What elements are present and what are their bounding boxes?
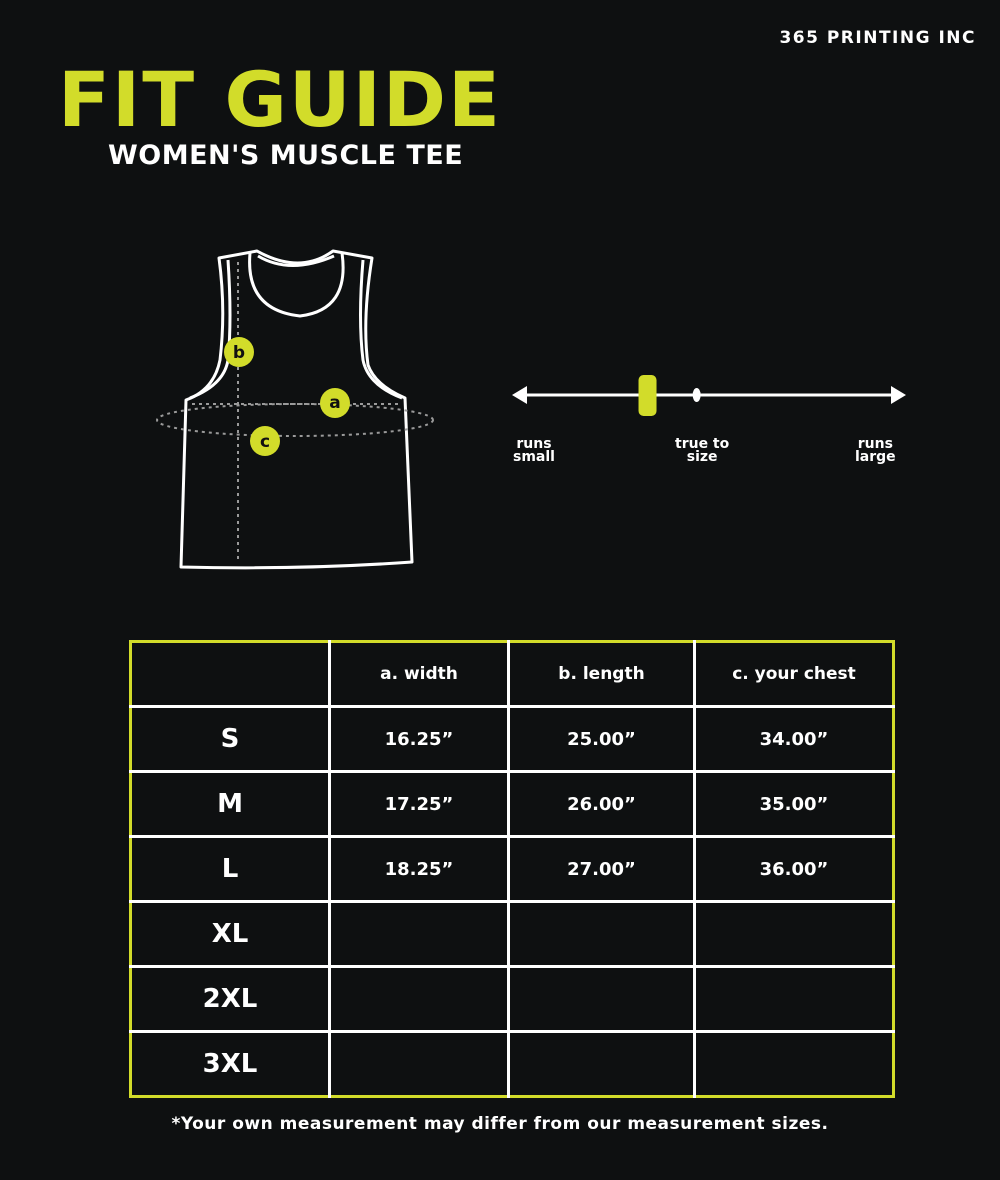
- width-cell: [328, 1030, 510, 1097]
- length-cell: [507, 965, 696, 1033]
- shirt-outline: [179, 249, 414, 570]
- size-table: a. width b. length c. your chest S 16.25”…: [129, 640, 895, 1098]
- arrow-left-icon: [512, 386, 527, 404]
- chest-ellipse: [156, 403, 434, 437]
- width-cell: 17.25”: [328, 770, 510, 838]
- header-length: b. length: [507, 641, 696, 707]
- label-b-marker: [224, 337, 254, 367]
- label-a-marker: [320, 388, 350, 418]
- label-true-to-size: true to size: [675, 436, 730, 465]
- label-runs-large: runs large: [855, 436, 896, 465]
- header-chest: c. your chest: [693, 641, 894, 707]
- table-row: M 17.25” 26.00” 35.00”: [130, 770, 894, 838]
- shirt-collar-inner: [257, 254, 335, 267]
- fit-scale: runs small true to size runs large: [505, 370, 915, 480]
- length-cell: 25.00”: [507, 705, 696, 773]
- label-runs-small: runs small: [513, 436, 555, 465]
- shirt-armhole-right: [359, 259, 403, 400]
- chest-cell: 34.00”: [693, 705, 894, 773]
- chest-cell: 36.00”: [693, 835, 894, 903]
- size-cell: S: [130, 705, 331, 773]
- arrow-right-icon: [891, 386, 906, 404]
- size-cell: 2XL: [130, 965, 331, 1033]
- true-to-size-tick: [692, 388, 701, 402]
- label-a: a: [329, 393, 340, 413]
- size-cell: 3XL: [130, 1030, 331, 1097]
- measurement-note: *Your own measurement may differ from ou…: [171, 1114, 829, 1134]
- chest-cell: [693, 965, 894, 1033]
- width-cell: [328, 965, 510, 1033]
- header-size: [130, 641, 331, 707]
- table-row: 3XL: [130, 1030, 894, 1097]
- table-row: S 16.25” 25.00” 34.00”: [130, 705, 894, 773]
- size-cell: M: [130, 770, 331, 838]
- label-c-marker: [250, 426, 280, 456]
- label-c: c: [260, 432, 270, 452]
- brand-name: 365 PRINTING INC: [779, 28, 976, 48]
- fit-scale-track: [512, 375, 906, 416]
- size-cell: L: [130, 835, 331, 903]
- table-row: L 18.25” 27.00” 36.00”: [130, 835, 894, 903]
- label-b: b: [233, 343, 245, 363]
- page-subtitle: WOMEN'S MUSCLE TEE: [108, 140, 464, 171]
- width-cell: [328, 900, 510, 968]
- table-row: 2XL: [130, 965, 894, 1033]
- shirt-armhole-left: [189, 259, 232, 400]
- page-title: FIT GUIDE: [58, 55, 502, 144]
- length-cell: [507, 900, 696, 968]
- table-header-row: a. width b. length c. your chest: [130, 641, 894, 707]
- table-row: XL: [130, 900, 894, 968]
- header-width: a. width: [328, 641, 510, 707]
- width-cell: 18.25”: [328, 835, 510, 903]
- length-cell: 26.00”: [507, 770, 696, 838]
- chest-cell: [693, 1030, 894, 1097]
- size-cell: XL: [130, 900, 331, 968]
- fit-marker: [638, 375, 657, 416]
- chest-cell: 35.00”: [693, 770, 894, 838]
- width-cell: 16.25”: [328, 705, 510, 773]
- shirt-diagram: b a c: [156, 249, 434, 570]
- chest-cell: [693, 900, 894, 968]
- shirt-collar-outer: [248, 252, 345, 318]
- length-cell: [507, 1030, 696, 1097]
- length-cell: 27.00”: [507, 835, 696, 903]
